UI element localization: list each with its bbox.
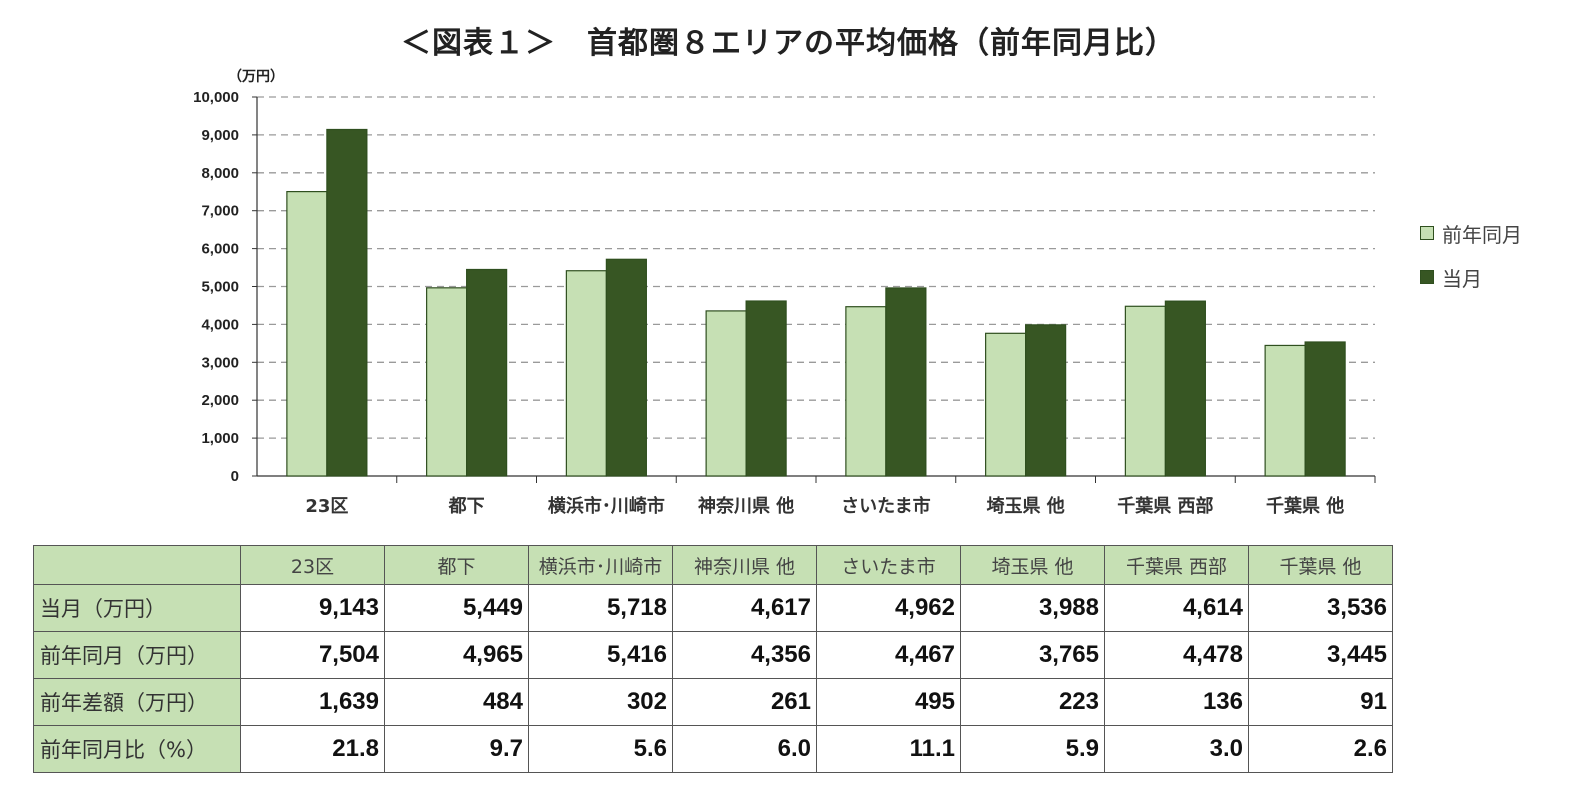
table-cell: 2.6 [1248, 725, 1393, 773]
table-row: 当月（万円） 9,143 5,449 5,718 4,617 4,962 3,9… [33, 584, 1393, 632]
table-cell: 5,718 [528, 584, 673, 632]
table-cell: 4,356 [672, 631, 817, 679]
table-cell: 4,467 [816, 631, 961, 679]
table-cell: 4,965 [384, 631, 529, 679]
bar-previous-year [286, 190, 328, 477]
legend-swatch [1420, 226, 1434, 240]
table-cell: 6.0 [672, 725, 817, 773]
table-cell: 5,449 [384, 584, 529, 632]
table-cell: 1,639 [240, 678, 385, 726]
x-tick-label: さいたま市 [841, 495, 930, 517]
bar-previous-year [705, 310, 747, 477]
table-cell: 223 [960, 678, 1105, 726]
table-cell: 4,962 [816, 584, 961, 632]
x-tick-label: 千葉県 他 [1266, 495, 1344, 517]
x-tick-label: 横浜市･川崎市 [548, 495, 665, 517]
table-cell: 5,416 [528, 631, 673, 679]
x-tick-label: 埼玉県 他 [986, 495, 1064, 517]
table-cell: 5.6 [528, 725, 673, 773]
table-cell: 9.7 [384, 725, 529, 773]
row-label: 前年同月比（%） [33, 725, 241, 773]
table-cell: 136 [1104, 678, 1249, 726]
table-header-cell: 都下 [384, 545, 529, 585]
bar-previous-year [845, 306, 887, 477]
y-tick-label: 7,000 [201, 203, 239, 220]
bar-current-month [466, 268, 508, 477]
bar-previous-year [985, 332, 1027, 477]
legend-label: 前年同月 [1442, 222, 1522, 247]
y-tick-label: 1,000 [201, 430, 239, 447]
table-cell: 11.1 [816, 725, 961, 773]
table-cell: 5.9 [960, 725, 1105, 773]
table-header-cell: 千葉県 他 [1248, 545, 1393, 585]
bar-previous-year [1124, 305, 1166, 477]
table-cell: 4,478 [1104, 631, 1249, 679]
x-tick-label: 都下 [448, 496, 485, 517]
y-tick-label: 5,000 [201, 279, 239, 296]
y-tick-label: 10,000 [193, 89, 239, 106]
row-label: 前年差額（万円） [33, 678, 241, 726]
table-header-row: 23区 都下 横浜市･川崎市 神奈川県 他 さいたま市 埼玉県 他 千葉県 西部… [33, 545, 1393, 585]
table-header-cell: 千葉県 西部 [1104, 545, 1249, 585]
table-cell: 261 [672, 678, 817, 726]
table-cell: 3,536 [1248, 584, 1393, 632]
bar-previous-year [565, 270, 607, 477]
row-label: 前年同月（万円） [33, 631, 241, 679]
y-tick-label: 2,000 [201, 392, 239, 409]
x-tick-label: 23区 [305, 496, 348, 517]
table-cell: 484 [384, 678, 529, 726]
bar-current-month [1164, 300, 1206, 477]
table-row: 前年同月比（%） 21.8 9.7 5.6 6.0 11.1 5.9 3.0 2… [33, 725, 1393, 773]
table-cell: 7,504 [240, 631, 385, 679]
table-row: 前年同月（万円） 7,504 4,965 5,416 4,356 4,467 3… [33, 631, 1393, 679]
legend-label: 当月 [1442, 266, 1482, 291]
bar-previous-year [1264, 344, 1306, 477]
table-cell: 91 [1248, 678, 1393, 726]
legend-item: 当月 [1420, 266, 1522, 291]
table-row: 前年差額（万円） 1,639 484 302 261 495 223 136 9… [33, 678, 1393, 726]
y-tick-label: 4,000 [201, 316, 239, 333]
table-cell: 9,143 [240, 584, 385, 632]
bar-current-month [1025, 324, 1067, 477]
table-header-cell: 横浜市･川崎市 [528, 545, 673, 585]
table-header-cell: さいたま市 [816, 545, 961, 585]
y-tick-label: 8,000 [201, 165, 239, 182]
table-header-cell: 埼玉県 他 [960, 545, 1105, 585]
bar-current-month [745, 300, 787, 477]
data-table: 23区 都下 横浜市･川崎市 神奈川県 他 さいたま市 埼玉県 他 千葉県 西部… [33, 545, 1393, 773]
bar-previous-year [426, 287, 468, 477]
table-cell: 3,765 [960, 631, 1105, 679]
table-header-cell: 神奈川県 他 [672, 545, 817, 585]
table-cell: 3,445 [1248, 631, 1393, 679]
y-unit-label: （万円） [228, 69, 284, 85]
table-corner [33, 545, 241, 585]
bar-current-month [605, 258, 647, 477]
table-header-cell: 23区 [240, 545, 385, 585]
table-cell: 302 [528, 678, 673, 726]
row-label: 当月（万円） [33, 584, 241, 632]
y-tick-label: 0 [231, 468, 239, 485]
legend-item: 前年同月 [1420, 222, 1522, 247]
table-cell: 495 [816, 678, 961, 726]
table-cell: 4,617 [672, 584, 817, 632]
y-tick-label: 6,000 [201, 241, 239, 258]
table-cell: 3,988 [960, 584, 1105, 632]
bar-chart: （万円） 0 1,000 2,000 3,000 4,000 5,000 6,000 7,000… [193, 69, 1376, 517]
y-tick-label: 9,000 [201, 127, 239, 144]
table-cell: 3.0 [1104, 725, 1249, 773]
chart-title: ＜図表１＞ 首都圏８エリアの平均価格（前年同月比） [401, 26, 1176, 61]
x-tick-label: 千葉県 西部 [1117, 495, 1213, 517]
x-tick-label: 神奈川県 他 [698, 495, 794, 517]
bar-current-month [1304, 341, 1346, 477]
table-cell: 21.8 [240, 725, 385, 773]
legend: 前年同月 当月 [1420, 222, 1522, 310]
legend-swatch [1420, 270, 1434, 284]
table-cell: 4,614 [1104, 584, 1249, 632]
bar-current-month [326, 128, 368, 477]
bar-current-month [885, 287, 927, 477]
y-tick-label: 3,000 [201, 354, 239, 371]
